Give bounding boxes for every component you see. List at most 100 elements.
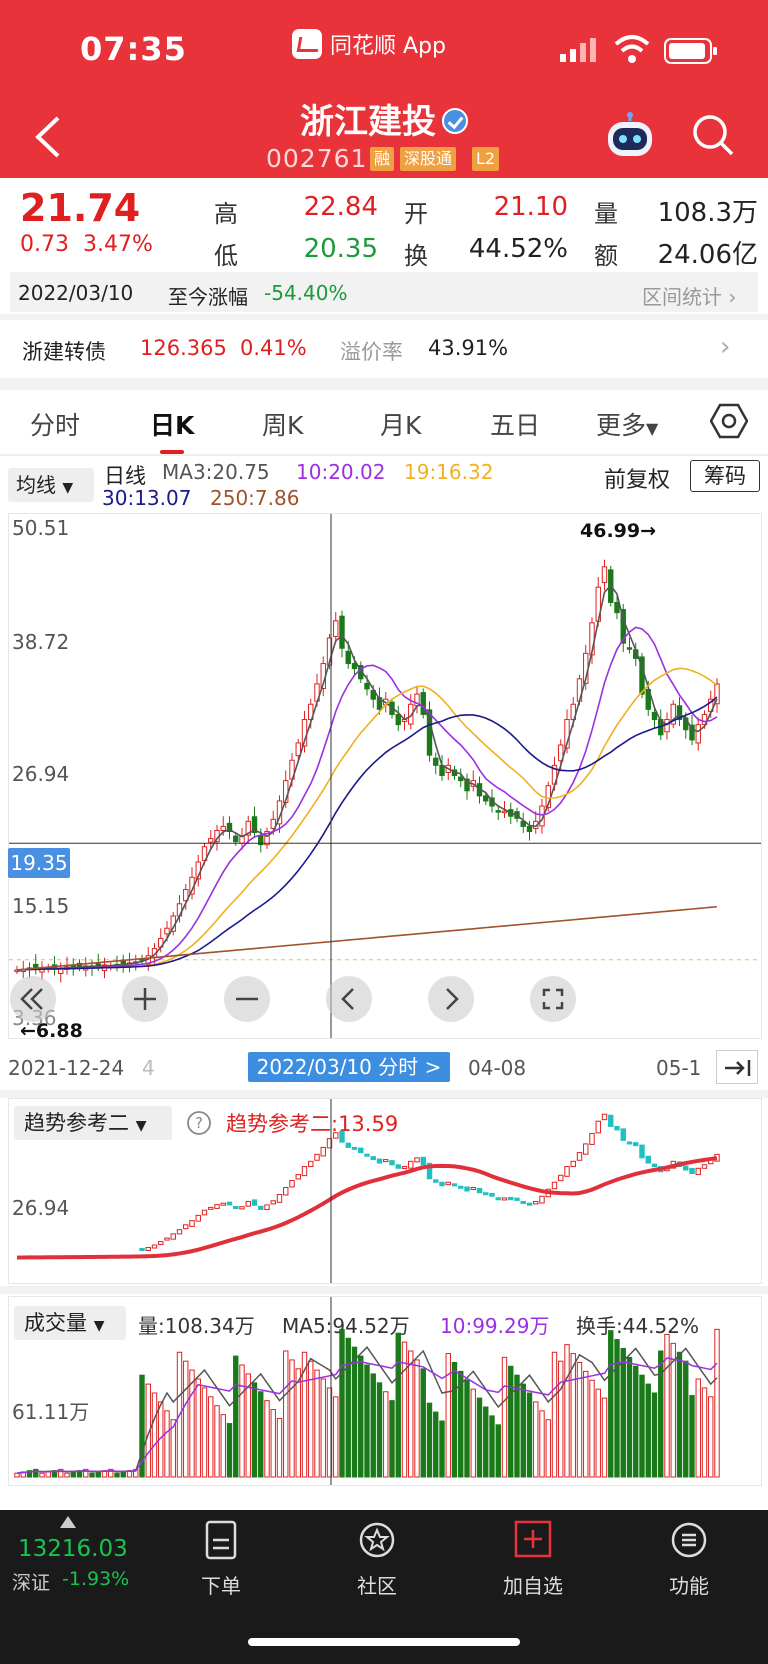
volume-bar <box>170 1419 176 1478</box>
volume-bar <box>676 1351 683 1478</box>
volume-bar <box>708 1396 714 1478</box>
trend-candle <box>433 1179 439 1183</box>
tab-more[interactable]: 更多▼ <box>596 406 658 442</box>
back-button[interactable] <box>30 112 66 162</box>
trend-indicator-selector[interactable]: 趋势参考二 ▼ <box>14 1106 172 1140</box>
price-adjust-toggle[interactable]: 前复权 <box>604 468 671 493</box>
trend-candle <box>614 1125 620 1131</box>
volume-bar <box>64 1472 70 1478</box>
trend-candle <box>583 1143 589 1155</box>
help-icon[interactable]: ? <box>186 1110 212 1136</box>
trend-candle <box>458 1185 464 1189</box>
price-tick: 26.94 <box>12 762 70 786</box>
volume-bar <box>564 1344 570 1478</box>
price-change: 0.73 3.47% <box>20 232 153 257</box>
candle-body <box>570 703 576 721</box>
candle-body <box>251 816 258 834</box>
tab-weekly-k[interactable]: 周K <box>262 411 304 440</box>
volume-bar <box>108 1468 114 1478</box>
nav-add-watchlist-label: 加自选 <box>503 1574 563 1598</box>
volume-bar <box>670 1342 676 1478</box>
date-axis-mid: 04-08 <box>468 1056 527 1080</box>
source-app-indicator[interactable]: 同花顺 App <box>292 28 446 60</box>
scroll-right-button[interactable] <box>428 976 474 1022</box>
convertible-bond-row[interactable]: 浙建转债 126.365 0.41% 溢价率 43.91% › <box>0 322 768 378</box>
status-time: 07:35 <box>80 30 187 68</box>
tab-daily-k[interactable]: 日K <box>150 411 195 440</box>
peak-price-label: 46.99→ <box>580 520 657 542</box>
volume-bar <box>326 1387 333 1478</box>
chevron-right-icon <box>446 988 459 1010</box>
trend-candle <box>239 1206 245 1210</box>
zoom-in-button[interactable] <box>122 976 168 1022</box>
scroll-left-button[interactable] <box>326 976 372 1022</box>
volume-bar <box>351 1346 358 1478</box>
trend-candle <box>258 1205 264 1210</box>
nav-functions[interactable]: 功能 <box>634 1518 744 1598</box>
trend-candle <box>689 1167 695 1175</box>
jump-to-latest-button[interactable] <box>716 1050 758 1084</box>
trend-candle <box>358 1147 364 1154</box>
nav-community[interactable]: 社区 <box>322 1518 432 1598</box>
date-axis-start: 2021-12-24 <box>8 1056 125 1080</box>
robot-assistant-icon[interactable] <box>604 112 656 160</box>
ma-selector[interactable]: 均线 ▼ <box>8 468 94 502</box>
fullscreen-icon <box>542 988 564 1010</box>
kline-chart[interactable] <box>8 513 762 1039</box>
caret-down-icon: ▼ <box>135 1118 147 1134</box>
volume-indicator-selector[interactable]: 成交量 ▼ <box>14 1306 126 1340</box>
trend-canvas <box>16 1099 720 1283</box>
volume-bar <box>208 1396 214 1478</box>
trend-candle <box>464 1186 470 1192</box>
tab-monthly-k[interactable]: 月K <box>380 411 422 440</box>
zoom-out-button[interactable] <box>224 976 270 1022</box>
range-stats-link[interactable]: 区间统计 › <box>642 281 736 310</box>
trend-candle <box>339 1130 345 1143</box>
volume-chart[interactable] <box>8 1296 762 1486</box>
volume-bar <box>364 1364 370 1478</box>
index-value[interactable]: 13216.03 <box>18 1536 128 1562</box>
volume-ma10: 10:99.29万 <box>440 1314 550 1338</box>
volume-selector-label: 成交量 <box>24 1311 87 1335</box>
ma10-line <box>16 626 718 971</box>
candle-body <box>345 650 351 665</box>
search-button[interactable] <box>690 112 736 158</box>
trend-selector-label: 趋势参考二 <box>24 1111 129 1135</box>
trend-candle <box>701 1164 708 1169</box>
nav-functions-label: 功能 <box>669 1574 709 1598</box>
caret-up-icon <box>60 1516 76 1528</box>
crosshair-date-button[interactable]: 2022/03/10 分时 > <box>248 1052 450 1082</box>
volume-bar <box>258 1391 264 1478</box>
nav-add-watchlist[interactable]: 加自选 <box>478 1518 588 1598</box>
trend-chart[interactable] <box>8 1098 762 1284</box>
trend-candle <box>526 1202 533 1206</box>
source-app-label: 同花顺 App <box>330 34 446 59</box>
tab-five-day[interactable]: 五日 <box>490 411 541 440</box>
volume-bar <box>395 1332 401 1478</box>
volume-value: 量:108.34万 <box>138 1314 255 1338</box>
trend-candle <box>264 1204 270 1210</box>
chips-button[interactable]: 筹码 <box>690 460 760 492</box>
nav-order[interactable]: 下单 <box>166 1518 276 1598</box>
volume-bar <box>583 1370 589 1478</box>
price-tick: 50.51 <box>12 516 70 540</box>
divider <box>0 378 768 390</box>
fullscreen-button[interactable] <box>530 976 576 1022</box>
chart-settings-icon[interactable] <box>710 402 748 440</box>
tab-intraday[interactable]: 分时 <box>30 411 81 440</box>
trend-candle <box>695 1167 701 1176</box>
candle-body <box>364 682 370 690</box>
trend-candle <box>420 1156 426 1166</box>
zoom-out-far-button[interactable] <box>10 976 56 1022</box>
trend-candle <box>276 1193 283 1203</box>
volume-bar <box>314 1369 320 1478</box>
divider <box>0 454 768 456</box>
trend-candle <box>608 1114 614 1127</box>
volume-bar <box>383 1391 389 1478</box>
volume-bar <box>195 1378 201 1478</box>
volume-bar <box>558 1360 564 1478</box>
low-value: 20.35 <box>303 234 378 264</box>
trend-candle <box>576 1152 583 1161</box>
volume-bar <box>270 1409 276 1478</box>
candle-body <box>208 838 214 843</box>
